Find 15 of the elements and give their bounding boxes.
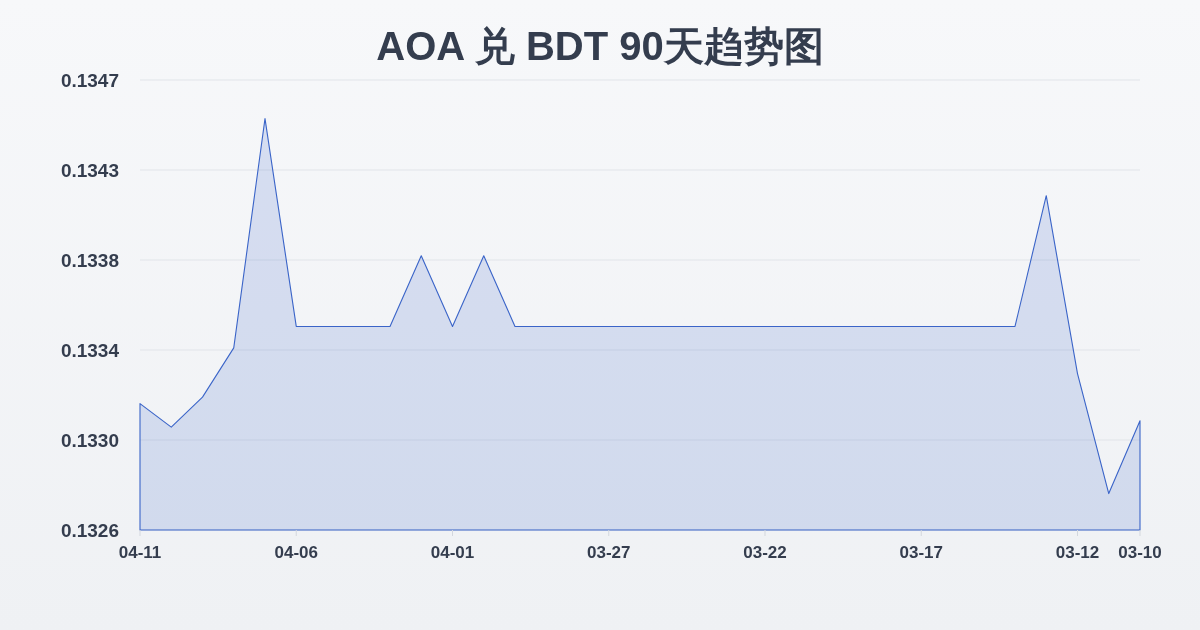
x-tick-label: 04-01 [430, 543, 475, 562]
x-tick-label: 03-22 [743, 543, 787, 562]
x-tick-label: 04-11 [118, 543, 162, 562]
y-tick-label: 0.1334 [60, 340, 120, 361]
y-tick-label: 0.1338 [60, 250, 119, 271]
y-tick-label: 0.1347 [60, 70, 119, 91]
x-tick-label: 04-06 [274, 543, 318, 562]
x-tick-label: 03-17 [899, 543, 943, 562]
y-tick-label: 0.1343 [60, 160, 119, 181]
x-tick-label: 03-12 [1055, 543, 1100, 562]
y-tick-label: 0.1326 [60, 520, 119, 541]
chart-title: AOA 兑 BDT 90天趋势图 [376, 24, 824, 68]
x-tick-label: 03-27 [587, 543, 631, 562]
y-tick-label: 0.1330 [60, 430, 119, 451]
x-tick-label: 03-10 [1118, 543, 1162, 562]
